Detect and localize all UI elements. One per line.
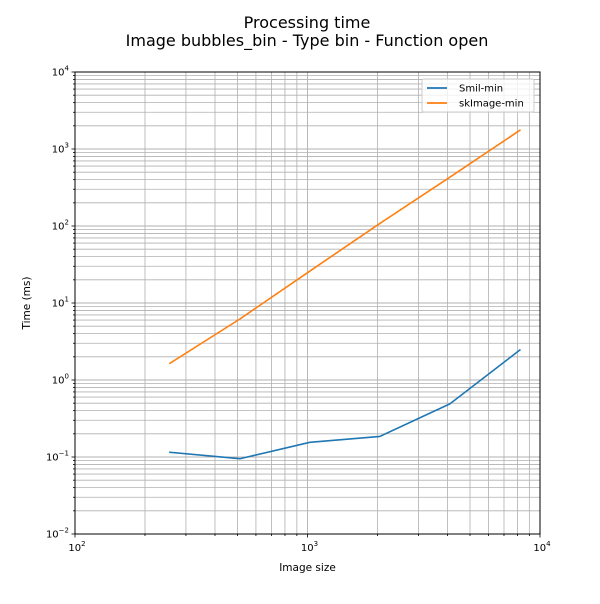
y-tick-label: 103 (52, 142, 69, 156)
y-tick-label: 101 (52, 296, 69, 310)
grid-layer (75, 72, 540, 534)
y-tick-label: 102 (52, 219, 69, 233)
chart-subtitle: Image bubbles_bin - Type bin - Function … (126, 31, 489, 51)
x-axis-label: Image size (279, 562, 336, 574)
y-tick-label: 10−1 (46, 450, 69, 464)
y-tick-label: 100 (52, 373, 69, 387)
chart-title: Processing time (244, 13, 371, 32)
y-tick-label: 10−2 (46, 527, 69, 541)
legend-label-skimage-min: skImage-min (459, 99, 524, 110)
legend-label-smil-min: Smil-min (459, 84, 503, 95)
x-tick-label: 102 (68, 540, 85, 554)
y-axis-label: Time (ms) (21, 277, 33, 331)
x-tick-label: 103 (301, 540, 318, 554)
y-tick-label: 104 (52, 65, 70, 79)
legend: Smil-min skImage-min (422, 79, 534, 112)
x-tick-label: 104 (533, 540, 551, 554)
